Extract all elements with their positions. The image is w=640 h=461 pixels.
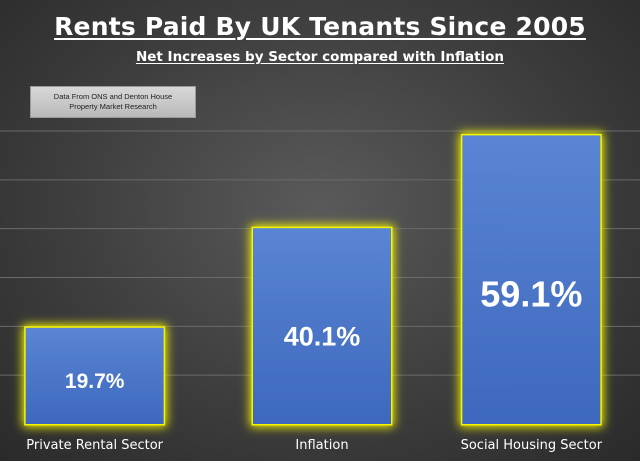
bars <box>22 132 604 427</box>
data-label: 19.7% <box>65 370 125 393</box>
bar <box>462 135 601 424</box>
labels: 19.7% Private Rental Sector 40.1% Inflation… <box>26 274 602 453</box>
category-label: Private Rental Sector <box>26 438 163 453</box>
category-label: Social Housing Sector <box>461 438 603 453</box>
bar <box>25 327 164 424</box>
chart-subtitle: Net Increases by Sector compared with In… <box>135 49 505 65</box>
data-label: 40.1% <box>284 321 361 351</box>
data-label: 59.1% <box>480 274 582 315</box>
category-label: Inflation <box>295 438 348 453</box>
bar <box>253 228 391 424</box>
chart-title: Rents Paid By UK Tenants Since 2005 <box>54 12 586 41</box>
source-note: Data From ONS and Denton House Property … <box>30 86 196 118</box>
